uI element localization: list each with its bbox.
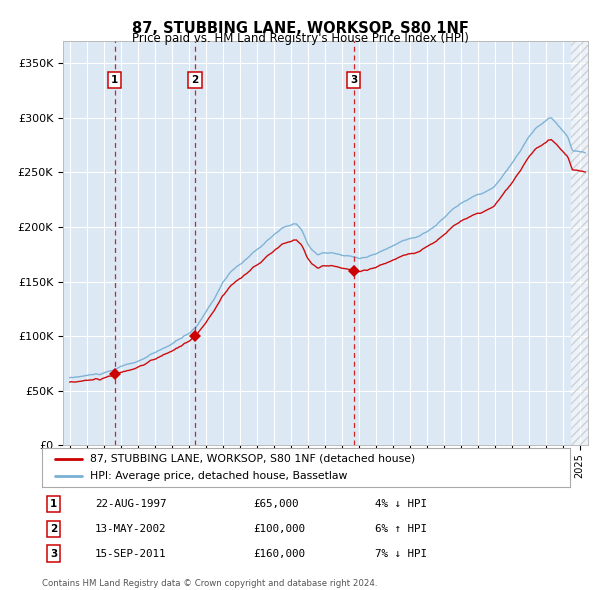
Text: HPI: Average price, detached house, Bassetlaw: HPI: Average price, detached house, Bass…: [89, 471, 347, 481]
Text: 2: 2: [191, 75, 199, 85]
Text: £65,000: £65,000: [253, 499, 299, 509]
Text: 15-SEP-2011: 15-SEP-2011: [95, 549, 166, 559]
Text: Contains HM Land Registry data © Crown copyright and database right 2024.
This d: Contains HM Land Registry data © Crown c…: [42, 579, 377, 590]
Text: £100,000: £100,000: [253, 524, 305, 533]
Text: 3: 3: [350, 75, 358, 85]
Text: 1: 1: [50, 499, 57, 509]
Text: 2: 2: [50, 524, 57, 533]
Text: 13-MAY-2002: 13-MAY-2002: [95, 524, 166, 533]
Text: £160,000: £160,000: [253, 549, 305, 559]
Text: 22-AUG-1997: 22-AUG-1997: [95, 499, 166, 509]
Text: 4% ↓ HPI: 4% ↓ HPI: [374, 499, 427, 509]
Text: 1: 1: [111, 75, 118, 85]
Text: 6% ↑ HPI: 6% ↑ HPI: [374, 524, 427, 533]
Bar: [571, 41, 588, 445]
Text: 7% ↓ HPI: 7% ↓ HPI: [374, 549, 427, 559]
Text: 3: 3: [50, 549, 57, 559]
Text: 87, STUBBING LANE, WORKSOP, S80 1NF: 87, STUBBING LANE, WORKSOP, S80 1NF: [131, 21, 469, 35]
Text: Price paid vs. HM Land Registry's House Price Index (HPI): Price paid vs. HM Land Registry's House …: [131, 32, 469, 45]
Text: 87, STUBBING LANE, WORKSOP, S80 1NF (detached house): 87, STUBBING LANE, WORKSOP, S80 1NF (det…: [89, 454, 415, 464]
